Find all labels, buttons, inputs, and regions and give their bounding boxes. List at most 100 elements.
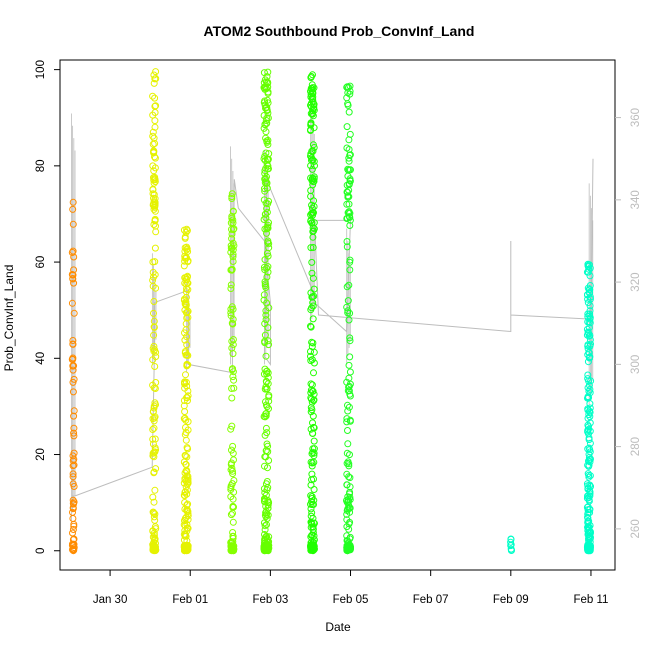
data-point bbox=[228, 193, 236, 201]
data-point bbox=[228, 337, 236, 345]
data-point bbox=[150, 453, 158, 461]
data-point bbox=[229, 442, 237, 450]
data-point bbox=[308, 541, 316, 549]
data-point bbox=[69, 198, 77, 206]
data-point bbox=[69, 526, 77, 533]
data-point bbox=[228, 422, 236, 430]
data-point bbox=[150, 176, 158, 184]
data-point bbox=[261, 522, 269, 530]
data-point bbox=[586, 264, 594, 272]
data-point bbox=[69, 366, 77, 374]
data-point bbox=[69, 508, 76, 516]
data-point bbox=[345, 403, 353, 411]
data-point bbox=[150, 448, 158, 456]
data-point bbox=[309, 209, 317, 216]
data-point bbox=[585, 377, 593, 385]
data-point bbox=[230, 547, 238, 555]
data-point bbox=[228, 394, 236, 402]
data-point bbox=[184, 307, 192, 315]
data-point bbox=[151, 117, 159, 125]
y-axis: 0 20 40 60 80 100 bbox=[35, 60, 60, 554]
data-point bbox=[307, 119, 315, 127]
data-point bbox=[585, 457, 592, 465]
data-point bbox=[343, 238, 351, 245]
data-point bbox=[263, 440, 271, 448]
x-tick-label: Feb 03 bbox=[252, 594, 288, 606]
data-point bbox=[346, 368, 354, 376]
data-point bbox=[586, 302, 594, 310]
data-point bbox=[184, 546, 192, 554]
data-point bbox=[344, 440, 352, 448]
data-point bbox=[261, 320, 269, 328]
data-point bbox=[229, 336, 237, 343]
data-point bbox=[181, 451, 189, 459]
data-point bbox=[149, 452, 157, 460]
data-point bbox=[149, 201, 157, 209]
data-point bbox=[264, 337, 272, 345]
data-point bbox=[151, 244, 159, 252]
data-point bbox=[184, 418, 192, 426]
data-point bbox=[310, 359, 318, 367]
data-point bbox=[183, 444, 191, 452]
data-point bbox=[183, 501, 191, 509]
data-point bbox=[260, 291, 268, 299]
data-point bbox=[261, 174, 269, 182]
data-point bbox=[585, 450, 593, 458]
data-point bbox=[307, 289, 315, 297]
data-point bbox=[308, 219, 316, 227]
data-point bbox=[309, 107, 317, 115]
data-point bbox=[585, 430, 592, 438]
data-point bbox=[307, 380, 315, 388]
data-point bbox=[70, 407, 78, 415]
data-point bbox=[307, 408, 315, 416]
data-point bbox=[261, 526, 269, 534]
data-point bbox=[345, 193, 353, 201]
data-point bbox=[150, 331, 158, 339]
data-point bbox=[344, 307, 352, 315]
data-point bbox=[68, 299, 76, 307]
data-point bbox=[150, 323, 158, 331]
data-point bbox=[70, 429, 78, 437]
data-point bbox=[150, 414, 158, 422]
data-point bbox=[309, 523, 317, 531]
data-point bbox=[309, 244, 317, 251]
data-point bbox=[149, 258, 157, 266]
data-point bbox=[183, 225, 191, 233]
data-point bbox=[150, 531, 158, 539]
data-point bbox=[181, 492, 189, 500]
data-point bbox=[265, 165, 272, 173]
data-point bbox=[151, 94, 159, 102]
data-point bbox=[150, 221, 158, 228]
data-point bbox=[263, 429, 271, 437]
data-point bbox=[264, 369, 272, 377]
data-point bbox=[229, 449, 237, 457]
data-point bbox=[310, 519, 318, 527]
data-point bbox=[227, 466, 235, 474]
data-point bbox=[149, 268, 157, 276]
data-point bbox=[150, 545, 158, 553]
data-point bbox=[261, 266, 269, 274]
data-point bbox=[345, 501, 353, 509]
data-point bbox=[310, 501, 317, 508]
data-point bbox=[69, 452, 77, 460]
data-point bbox=[182, 371, 189, 379]
data-point bbox=[151, 207, 159, 215]
data-point bbox=[228, 195, 236, 202]
data-point bbox=[182, 293, 190, 301]
data-point bbox=[585, 473, 593, 481]
data-point bbox=[584, 341, 592, 349]
data-point bbox=[184, 361, 192, 369]
data-point bbox=[264, 252, 272, 260]
data-point bbox=[308, 110, 316, 118]
data-point bbox=[307, 458, 315, 466]
data-point bbox=[343, 215, 351, 222]
data-point bbox=[584, 517, 592, 525]
data-point bbox=[584, 371, 592, 379]
data-point bbox=[343, 123, 351, 131]
data-point bbox=[149, 128, 157, 136]
data-point bbox=[262, 284, 270, 291]
data-point bbox=[228, 464, 236, 472]
data-point bbox=[309, 274, 317, 282]
data-point bbox=[507, 542, 515, 550]
data-point bbox=[343, 283, 351, 291]
